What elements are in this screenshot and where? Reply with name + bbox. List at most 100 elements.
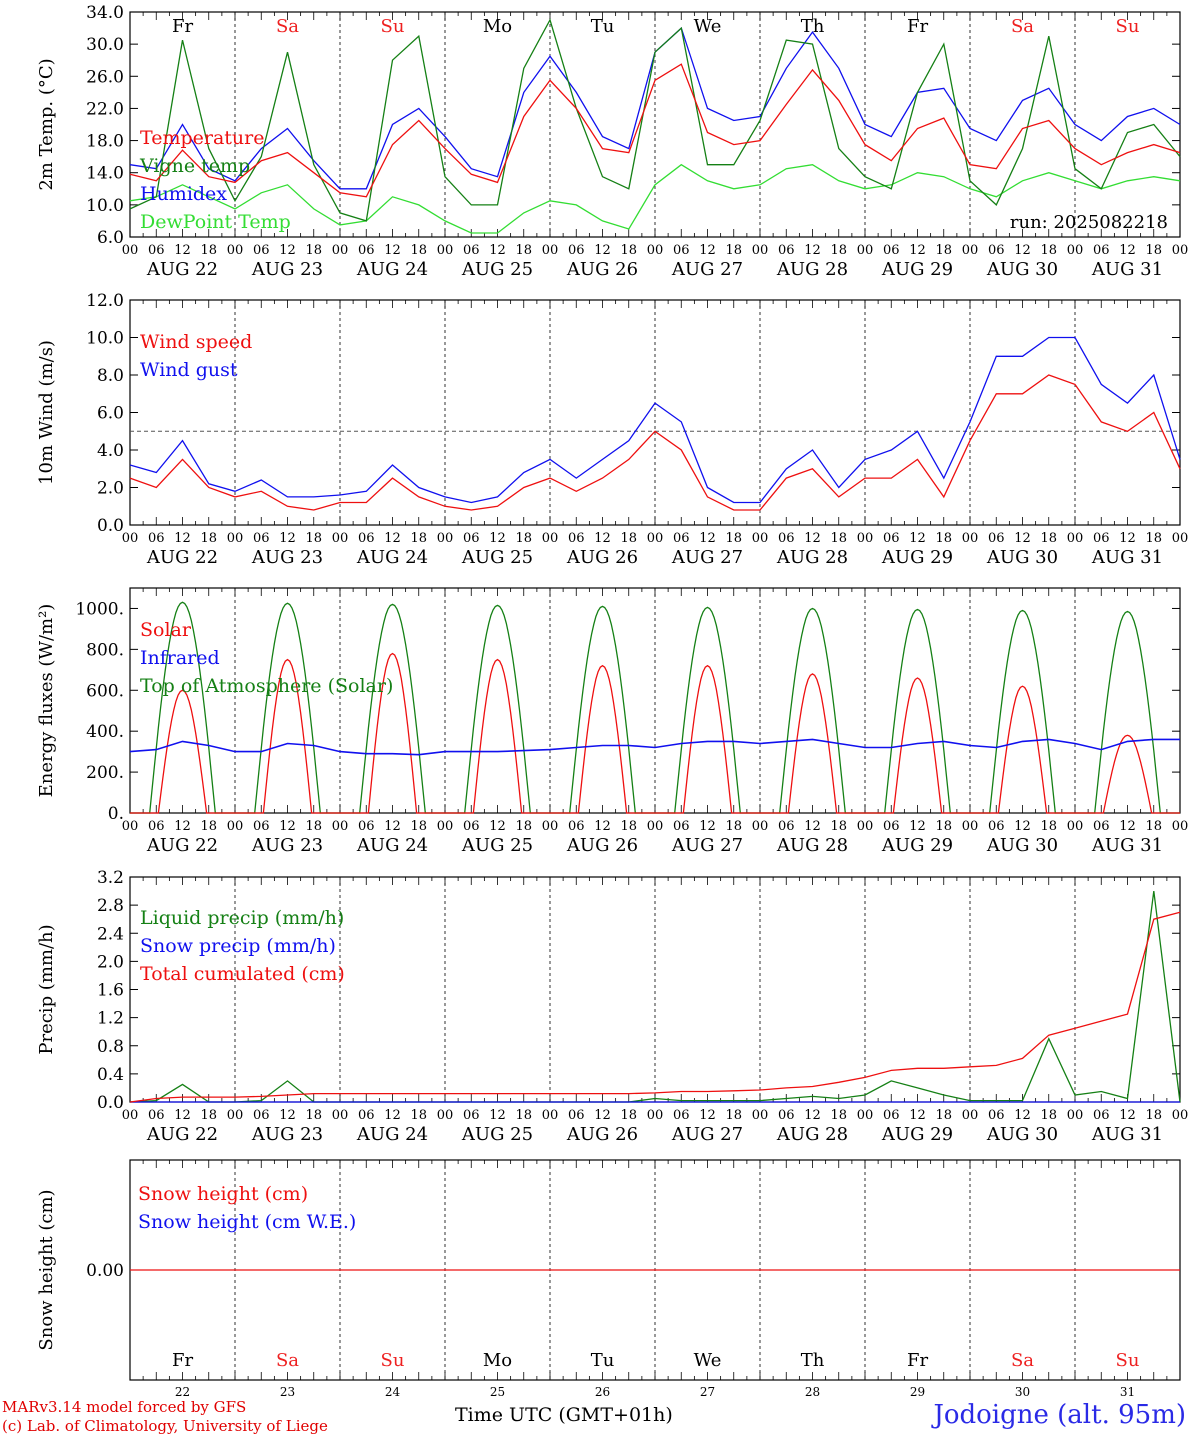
hour-tick-label: 06 [673,819,690,834]
y-tick-label: 10.0 [86,196,124,216]
y-tick-label: 22.0 [86,99,124,119]
y-tick-label: 6.0 [97,404,124,424]
hour-tick-label: 06 [463,531,480,546]
date-label: AUG 29 [881,1124,953,1145]
hour-tick-label: 00 [437,243,454,258]
hour-tick-label: 06 [253,819,270,834]
hour-tick-label: 18 [410,531,427,546]
hour-tick-label: 06 [673,531,690,546]
legend-total-cumulated-cm-: Total cumulated (cm) [140,963,345,985]
y-tick-label: 3.2 [97,868,124,888]
hour-tick-label: 18 [725,819,742,834]
hour-tick-label: 12 [489,243,506,258]
series-line [129,911,1181,1103]
hour-tick-label: 12 [279,1108,296,1123]
y-tick-label: 600. [86,681,124,701]
hour-tick-label: 12 [174,1108,191,1123]
hour-tick-label: 00 [332,819,349,834]
hour-tick-label: 18 [1040,1108,1057,1123]
hour-tick-label: 18 [725,1108,742,1123]
hour-tick-label: 12 [174,819,191,834]
hour-tick-label: 12 [699,531,716,546]
weekday-label: Fr [172,1350,193,1371]
date-label: AUG 25 [461,259,533,280]
hour-tick-label: 00 [857,1108,874,1123]
hour-tick-label: 06 [778,819,795,834]
y-tick-label: 400. [86,722,124,742]
weekday-label: Th [801,16,825,37]
hour-tick-label: 18 [935,243,952,258]
hour-tick-label: 18 [1145,1108,1162,1123]
hour-tick-label: 12 [594,1108,611,1123]
date-label: AUG 29 [881,259,953,280]
hour-tick-label: 12 [909,819,926,834]
hour-tick-label: 12 [804,1108,821,1123]
hour-tick-label: 18 [830,819,847,834]
day-number-label: 25 [490,1385,505,1399]
hour-tick-label: 06 [463,819,480,834]
hour-tick-label: 06 [358,531,375,546]
date-label: AUG 24 [356,1124,428,1145]
hour-tick-label: 12 [1014,1108,1031,1123]
hour-tick-label: 06 [988,819,1005,834]
hour-tick-label: 12 [279,531,296,546]
y-axis-label: 2m Temp. (°C) [36,58,57,190]
date-label: AUG 23 [251,547,323,568]
legend-infrared: Infrared [140,647,220,669]
date-label: AUG 22 [146,835,218,856]
weekday-label: Mo [483,16,512,37]
hour-tick-label: 06 [148,531,165,546]
y-tick-label: 8.0 [97,366,124,386]
y-tick-label: 1000. [75,599,124,619]
date-label: AUG 23 [251,1124,323,1145]
hour-tick-label: 12 [384,531,401,546]
hour-tick-label: 18 [410,819,427,834]
weekday-label: Su [1116,1350,1140,1371]
y-axis-label: Energy fluxes (W/m²) [36,604,57,798]
hour-tick-label: 12 [804,243,821,258]
hour-tick-label: 00 [227,819,244,834]
hour-tick-label: 12 [699,819,716,834]
day-number-label: 24 [385,1385,401,1399]
hour-tick-label: 12 [1014,819,1031,834]
weekday-label: Sa [276,16,299,37]
x-axis-label: Time UTC (GMT+01h) [455,1404,673,1426]
weekday-label: Fr [907,1350,928,1371]
y-tick-label: 1.2 [97,1009,124,1029]
hour-tick-label: 06 [883,531,900,546]
date-label: AUG 31 [1091,835,1163,856]
date-label: AUG 26 [566,835,638,856]
hour-tick-label: 06 [673,243,690,258]
hour-tick-label: 06 [778,531,795,546]
hour-tick-label: 12 [804,531,821,546]
hour-tick-label: 00 [1067,819,1084,834]
series-line [129,18,1181,222]
panel-3: 0. 200. 400. 600. 800. 1000. Energy fluxes (W/… [36,587,1188,856]
y-tick-label: 12.0 [86,291,124,311]
hour-tick-label: 06 [568,531,585,546]
hour-tick-label: 12 [594,243,611,258]
hour-tick-label: 00 [122,243,139,258]
hour-tick-label: 06 [988,531,1005,546]
hour-tick-label: 12 [489,819,506,834]
date-label: AUG 23 [251,835,323,856]
hour-tick-label: 06 [778,243,795,258]
hour-tick-label: 18 [515,531,532,546]
hour-tick-label: 18 [620,243,637,258]
hour-tick-label: 00 [962,531,979,546]
hour-tick-label: 06 [148,1108,165,1123]
hour-tick-label: 12 [909,243,926,258]
hour-tick-label: 00 [857,243,874,258]
hour-tick-label: 06 [358,243,375,258]
hour-tick-label: 18 [305,1108,322,1123]
hour-tick-label: 12 [384,243,401,258]
hour-tick-label: 18 [935,1108,952,1123]
hour-tick-label: 06 [883,243,900,258]
hour-tick-label: 00 [647,819,664,834]
legend-solar: Solar [140,619,192,641]
hour-tick-label: 00 [332,1108,349,1123]
y-axis-label: 10m Wind (m/s) [36,340,57,485]
hour-tick-label: 18 [725,243,742,258]
date-label: AUG 27 [671,259,743,280]
date-label: AUG 30 [986,259,1058,280]
